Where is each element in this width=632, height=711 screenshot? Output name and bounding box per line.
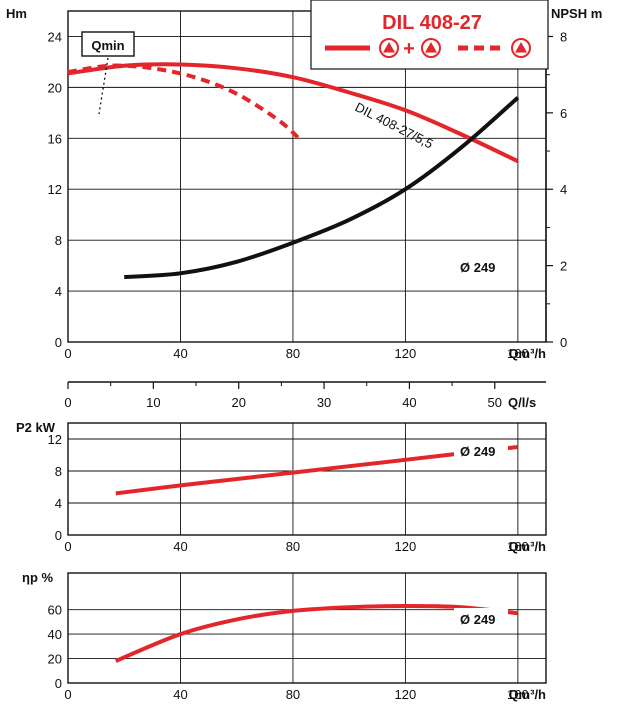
y-tick-label: 8 — [55, 233, 62, 248]
plot-frame — [67, 572, 547, 684]
y-tick-label: 4 — [55, 496, 62, 511]
x-tick-label: 80 — [286, 539, 300, 554]
series-label-bg — [454, 440, 508, 460]
x-tick-label: 0 — [64, 687, 71, 702]
y2-tick-label: 8 — [560, 29, 567, 44]
flow-tick-label: 30 — [317, 395, 331, 410]
y-tick-label: 0 — [55, 676, 62, 691]
qmin-label: Qmin — [91, 38, 124, 53]
y-tick-label: 20 — [48, 80, 62, 95]
power-series-label: Ø 249 — [460, 444, 495, 459]
pump-triangle-icon — [421, 38, 441, 58]
x-axis-label: Qm³/h — [508, 539, 546, 554]
flow-ls-axis: 0 10 20 30 40 50 Q/l/s — [64, 381, 546, 410]
y-tick-label: 24 — [48, 29, 62, 44]
y2-tick-label: 2 — [560, 259, 567, 274]
y-tick-label: 0 — [55, 335, 62, 350]
x-tick-label: 0 — [64, 539, 71, 554]
series-label-bg — [454, 608, 508, 628]
npsh-curve — [124, 96, 520, 280]
x-tick-label: 120 — [395, 346, 417, 361]
flow-tick-label: 50 — [488, 395, 502, 410]
npsh-series-label: Ø 249 — [460, 260, 495, 275]
y2-tick-label: 0 — [560, 335, 567, 350]
x-axis-label: Qm³/h — [508, 687, 546, 702]
y2-tick-label: 6 — [560, 106, 567, 121]
y-tick-label: 40 — [48, 627, 62, 642]
pump-triangle-icon — [511, 38, 531, 58]
power-panel: 0 40 80 120 160 0 4 8 12 Qm³/h P2 kW Ø 249 — [16, 420, 547, 554]
y-tick-label: 4 — [55, 284, 62, 299]
efficiency-panel: 0 40 80 120 160 0 20 40 60 Qm³/h ηp % Ø 249 — [22, 570, 547, 702]
plot-frame — [67, 422, 547, 536]
x-tick-label: 80 — [286, 346, 300, 361]
flow-tick-label: 0 — [64, 395, 71, 410]
x-tick-label: 40 — [173, 687, 187, 702]
x-tick-label: 40 — [173, 346, 187, 361]
legend-plus: + — [403, 38, 415, 60]
qmin-box — [81, 31, 135, 57]
x-tick-label: 0 — [64, 346, 71, 361]
y-tick-label: 0 — [55, 528, 62, 543]
flow-tick-label: 20 — [231, 395, 245, 410]
power-curve — [115, 445, 519, 496]
pump-triangle-icon — [379, 38, 399, 58]
y-axis-label-right: NPSH m — [551, 6, 602, 21]
y-tick-label: 8 — [55, 464, 62, 479]
y-axis-label-left: Hm — [6, 6, 27, 21]
efficiency-curve — [115, 603, 519, 663]
legend-title: DIL 408-27 — [382, 12, 482, 34]
y-tick-label: 60 — [48, 603, 62, 618]
y-tick-label: 20 — [48, 652, 62, 667]
y-axis-label: P2 kW — [16, 420, 56, 435]
legend: DIL 408-27 + — [310, 0, 549, 70]
y2-tick-label: 4 — [560, 182, 567, 197]
x-tick-label: 120 — [395, 539, 417, 554]
x-axis-label: Qm³/h — [508, 346, 546, 361]
y-tick-label: 12 — [48, 432, 62, 447]
y-tick-label: 16 — [48, 131, 62, 146]
flow-axis-label: Q/l/s — [508, 395, 536, 410]
legend-box — [310, 0, 549, 70]
x-tick-label: 160 — [507, 687, 529, 702]
x-tick-label: 160 — [507, 539, 529, 554]
x-tick-label: 80 — [286, 687, 300, 702]
flow-tick-label: 40 — [402, 395, 416, 410]
head-curve-solid — [67, 62, 519, 164]
x-tick-label: 120 — [395, 687, 417, 702]
y-tick-label: 12 — [48, 182, 62, 197]
flow-tick-label: 10 — [146, 395, 160, 410]
x-tick-label: 160 — [507, 346, 529, 361]
head-curve-dashed — [67, 63, 303, 143]
y-axis-label: ηp % — [22, 570, 53, 585]
x-tick-label: 40 — [173, 539, 187, 554]
efficiency-series-label: Ø 249 — [460, 612, 495, 627]
